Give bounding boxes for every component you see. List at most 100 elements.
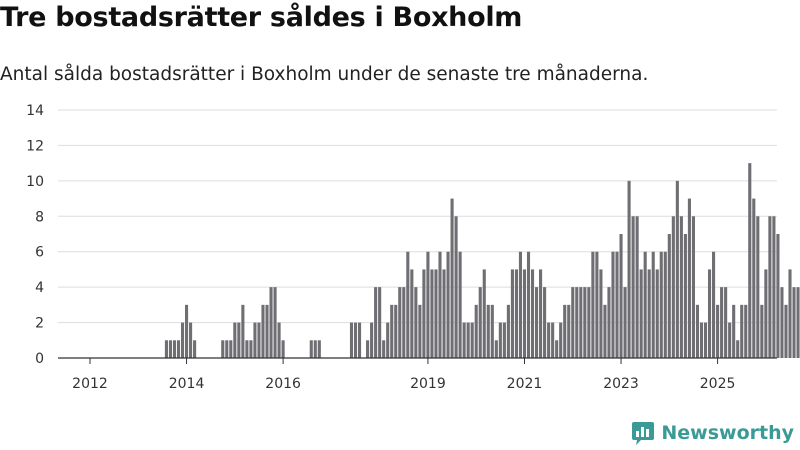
bar	[635, 216, 639, 358]
bar	[378, 287, 382, 358]
bar	[430, 269, 434, 358]
bar	[744, 304, 748, 358]
bar	[522, 269, 527, 358]
bar	[474, 304, 478, 358]
bar	[724, 287, 728, 358]
bar	[245, 340, 249, 358]
bar	[655, 269, 659, 358]
bar	[603, 304, 607, 358]
bar	[261, 304, 265, 358]
bar	[736, 340, 740, 358]
bar	[410, 269, 414, 358]
bar	[583, 287, 587, 358]
bar	[707, 269, 712, 358]
bar	[619, 234, 623, 358]
bar	[349, 322, 354, 358]
bar	[478, 287, 482, 358]
x-tick-label: 2014	[169, 376, 205, 392]
bar	[398, 287, 402, 358]
y-tick-label: 8	[35, 209, 44, 225]
bar	[567, 304, 571, 358]
bar	[434, 269, 438, 358]
bar	[559, 322, 563, 358]
bar	[776, 234, 780, 358]
bar	[768, 216, 772, 358]
bar	[695, 304, 700, 358]
bar	[249, 340, 253, 358]
bar	[494, 340, 498, 358]
bar	[760, 304, 764, 358]
bar	[675, 180, 679, 358]
bar	[792, 287, 796, 358]
bar	[233, 322, 237, 358]
bar	[764, 269, 768, 358]
bar	[253, 322, 257, 358]
bar	[788, 269, 792, 358]
bar	[623, 287, 627, 358]
bar	[269, 287, 273, 358]
bar	[526, 251, 531, 358]
x-tick-label: 2023	[603, 376, 639, 392]
bar	[498, 322, 502, 358]
bar	[309, 340, 313, 358]
bar	[631, 216, 635, 358]
bar	[551, 322, 555, 358]
chart-title: Tre bostadsrätter såldes i Boxholm	[0, 2, 523, 33]
bar	[257, 322, 261, 358]
bar	[772, 216, 776, 358]
bar	[265, 304, 269, 358]
bar	[663, 251, 667, 358]
bar	[402, 287, 406, 358]
bar	[547, 322, 551, 358]
x-axis-ticks: 2012 2014 2016 2019 2021 2023 2025	[72, 358, 735, 392]
bar	[442, 269, 446, 358]
bar	[514, 269, 518, 358]
bar	[539, 269, 543, 358]
bar	[756, 216, 760, 358]
x-tick-label: 2019	[410, 376, 446, 392]
y-tick-label: 10	[26, 174, 44, 190]
bar	[607, 287, 611, 358]
bar	[277, 322, 281, 358]
bars	[164, 163, 800, 358]
bar	[667, 234, 671, 358]
bar	[366, 340, 370, 358]
bar	[506, 304, 510, 358]
bar	[466, 322, 470, 358]
bar-chart-icon	[632, 422, 655, 445]
bar	[683, 234, 687, 358]
bar	[659, 251, 663, 358]
bar	[438, 251, 442, 358]
chart-subtitle: Antal sålda bostadsrätter i Boxholm unde…	[0, 64, 649, 85]
newsworthy-logo: Newsworthy	[631, 420, 794, 446]
bar	[172, 340, 177, 358]
bar	[518, 251, 523, 358]
bar	[229, 340, 233, 358]
bar	[462, 322, 466, 358]
bar	[390, 304, 394, 358]
y-tick-label: 14	[26, 103, 44, 119]
bar	[164, 340, 168, 358]
bar	[180, 322, 185, 358]
bar	[543, 287, 547, 358]
bar	[357, 322, 362, 358]
bar	[221, 340, 225, 358]
bar	[382, 340, 386, 358]
y-tick-label: 12	[26, 138, 44, 154]
bar	[740, 304, 744, 358]
bar	[193, 340, 197, 358]
y-tick-label: 2	[35, 316, 44, 332]
bar	[647, 269, 651, 358]
bar	[627, 180, 631, 358]
bar	[237, 322, 241, 358]
bar	[599, 269, 603, 358]
bar	[313, 340, 317, 358]
bar	[482, 269, 486, 358]
bar	[591, 251, 595, 358]
y-axis-ticks: 0 2 4 6 8 10 12 14	[26, 103, 44, 367]
bar	[418, 304, 422, 358]
bar	[370, 322, 374, 358]
bar	[579, 287, 583, 358]
bar	[185, 304, 189, 358]
